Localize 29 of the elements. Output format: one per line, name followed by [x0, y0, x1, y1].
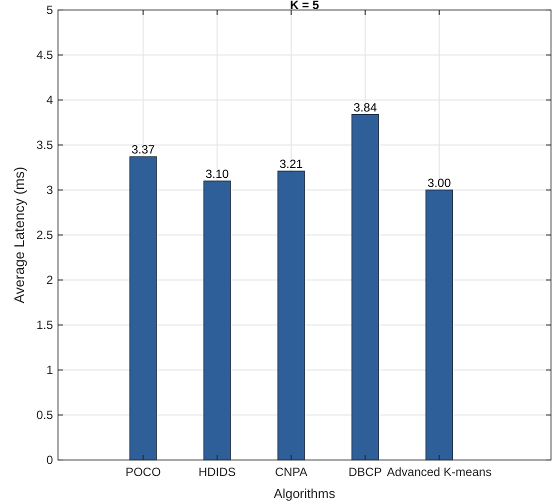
bar — [426, 190, 453, 460]
bar — [129, 156, 157, 460]
data-label: 3.84 — [354, 100, 378, 114]
y-tick-label: 4.5 — [36, 48, 54, 62]
data-label: 3.10 — [205, 167, 230, 181]
y-tick-label: 0.5 — [36, 408, 54, 422]
y-tick-label: 2 — [46, 273, 54, 288]
x-tick-label: DBCP — [348, 465, 382, 479]
x-tick-label: CNPA — [274, 465, 308, 479]
bar — [277, 170, 305, 460]
y-tick-label: 3 — [46, 183, 54, 198]
y-tick-label: 1 — [46, 363, 54, 378]
y-tick-label: 2.5 — [36, 228, 54, 242]
data-label: 3.00 — [428, 176, 452, 190]
bar — [351, 114, 379, 460]
x-axis-title: Algorithms — [274, 486, 336, 501]
y-tick-label: 4 — [46, 93, 54, 108]
data-label: 3.37 — [131, 142, 156, 157]
data-label: 3.21 — [279, 157, 304, 172]
y-tick-label: 1.5 — [36, 318, 54, 332]
y-tick-label: 0 — [46, 453, 54, 468]
bar — [203, 180, 231, 460]
x-tick-label: POCO — [125, 465, 161, 479]
chart-title: K = 5 — [290, 0, 320, 12]
y-axis-title: Average Latency (ms) — [11, 166, 27, 304]
x-tick-label: Advanced K-means — [386, 465, 492, 479]
y-tick-label: 5 — [46, 3, 54, 18]
x-tick-label: HDIDS — [198, 465, 236, 479]
y-tick-label: 3.5 — [36, 138, 54, 152]
